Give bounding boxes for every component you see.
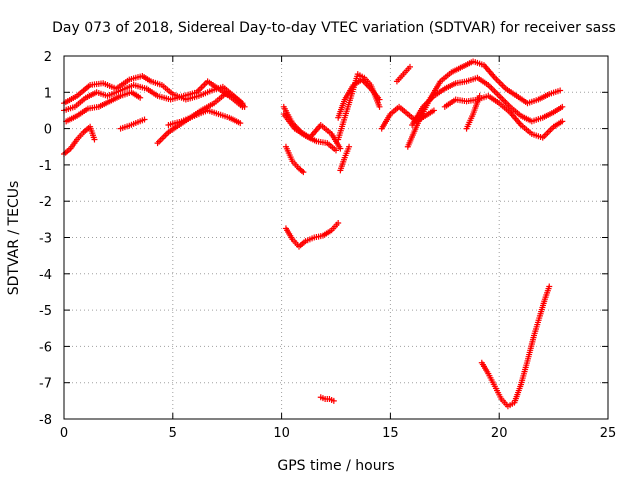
chart-title: Day 073 of 2018, Sidereal Day-to-day VTE… (52, 20, 616, 36)
data-point-marker (239, 100, 246, 107)
data-point-marker (91, 136, 98, 143)
y-axis-label: SDTVAR / TECUs (6, 181, 22, 296)
data-point-marker (376, 96, 383, 103)
data-point-marker (557, 87, 564, 94)
y-tick-label: 1 (44, 86, 52, 101)
data-point-marker (430, 107, 437, 114)
data-point-marker (546, 283, 553, 290)
data-point-marker (137, 94, 144, 101)
y-tick-label: -6 (39, 340, 52, 355)
y-tick-label: -7 (39, 377, 52, 392)
data-point-marker (376, 103, 383, 110)
x-tick-label: 20 (491, 426, 508, 441)
tick-labels-layer: 0 5 10 15 20 25 -8 -7 -6 -5 -4 -3 -2 -1 0 1 2 (39, 50, 616, 441)
y-tick-label: 0 (44, 123, 52, 138)
data-point-marker (346, 143, 353, 150)
data-point-marker (335, 219, 342, 226)
data-point-marker (237, 120, 244, 127)
x-axis-label: GPS time / hours (277, 458, 394, 474)
data-point-marker (330, 397, 337, 404)
x-tick-label: 25 (600, 426, 617, 441)
data-point-marker (141, 116, 148, 123)
data-point-marker (337, 145, 344, 152)
data-point-marker (559, 103, 566, 110)
data-point-marker (333, 147, 339, 154)
y-tick-label: -1 (39, 159, 52, 174)
x-tick-label: 15 (382, 426, 399, 441)
y-tick-label: -2 (39, 195, 52, 210)
y-tick-label: -8 (39, 413, 52, 428)
y-tick-label: -5 (39, 304, 52, 319)
data-point-marker (559, 118, 566, 125)
y-tick-label: 2 (44, 50, 52, 65)
data-points-layer (61, 58, 566, 410)
x-tick-label: 10 (273, 426, 290, 441)
data-point-marker (476, 92, 483, 99)
ticks-layer (63, 55, 609, 420)
x-tick-label: 0 (60, 426, 68, 441)
y-tick-label: -3 (39, 232, 52, 247)
data-point-marker (406, 63, 413, 70)
x-tick-label: 5 (169, 426, 177, 441)
data-point-marker (300, 169, 307, 176)
y-tick-label: -4 (39, 268, 52, 283)
